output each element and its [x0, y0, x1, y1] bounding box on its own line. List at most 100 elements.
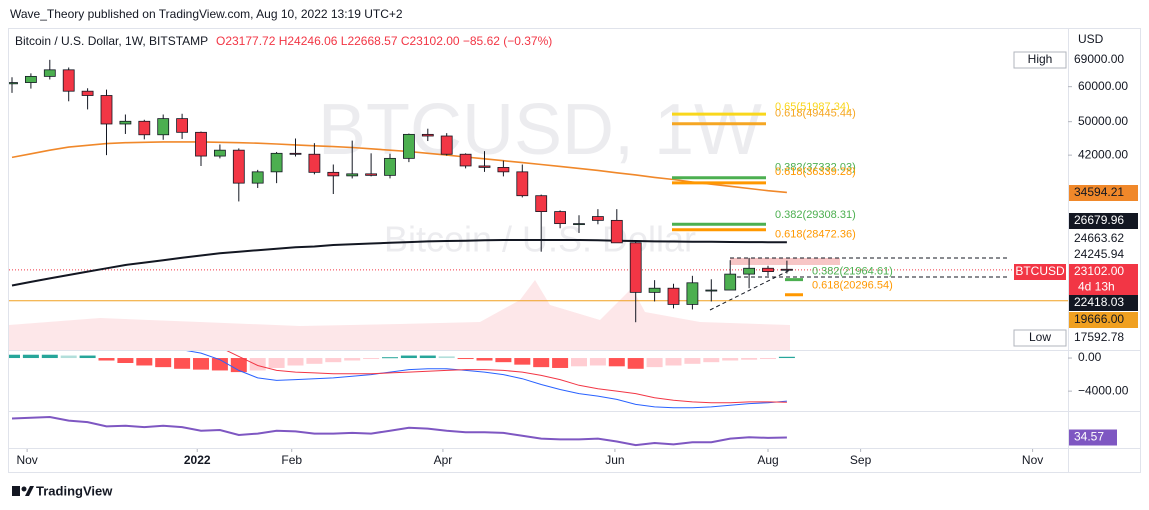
price-tag [1069, 52, 1138, 68]
macd-histogram-bar [193, 358, 209, 370]
pane [9, 351, 795, 409]
candle-body [195, 131, 207, 157]
price-tag-label: 22418.03 [1074, 295, 1124, 309]
price-tag-label: 17592.78 [1074, 330, 1124, 344]
price-tag [1069, 295, 1138, 311]
ma-tag [1069, 185, 1138, 201]
candle-body [384, 157, 396, 176]
rsi-tag-label: 34.57 [1074, 430, 1104, 444]
candle-body [327, 171, 340, 177]
macd-histogram-bar [60, 355, 77, 359]
tag-title: High [1028, 52, 1053, 66]
price-tag-label: 69000.00 [1074, 52, 1124, 66]
macd-histogram-bar [117, 358, 134, 363]
ma-tag-label: 34594.21 [1074, 185, 1124, 199]
tag-title: BTCUSD [1015, 264, 1065, 278]
candle-body [573, 223, 585, 226]
tag-title-box [1014, 264, 1066, 280]
macd-histogram-bar [741, 358, 758, 360]
candle-body [62, 69, 75, 92]
x-tick-label: Jun [605, 453, 624, 467]
candle-body [43, 69, 56, 77]
macd-histogram-bar [325, 358, 342, 363]
macd-histogram-bar [495, 358, 512, 363]
candle-body [497, 167, 510, 173]
macd-histogram-bar [646, 358, 663, 368]
macd-histogram-bar [438, 356, 455, 359]
macd-histogram-bar [344, 358, 361, 361]
volume-shade [9, 280, 790, 350]
price-tag-label: 19666.00 [1074, 312, 1124, 326]
frame [8, 28, 1141, 473]
macd-histogram-bar [400, 355, 417, 359]
ma-tag [1069, 213, 1138, 229]
candle-body [157, 118, 170, 136]
y-tick-label: 42000.00 [1078, 147, 1128, 161]
candle-body [459, 153, 472, 167]
macd-histogram-bar [136, 358, 153, 366]
macd-histogram-bar [571, 358, 587, 367]
candle-body [289, 152, 302, 155]
macd-histogram-bar [608, 358, 625, 367]
rsi-tag [1069, 429, 1117, 446]
rsi-line [11, 415, 787, 447]
moving-average [11, 141, 787, 194]
chart-title: Bitcoin / U.S. Dollar, 1W, BITSTAMP [15, 34, 208, 48]
y-tick-label: 0.00 [1078, 350, 1102, 364]
price-tag [1069, 330, 1138, 346]
macd-histogram-bar [155, 358, 172, 368]
candle-body [270, 152, 283, 173]
candle-body [535, 195, 548, 212]
candle-body [308, 153, 321, 173]
macd-histogram-bar [703, 358, 720, 363]
candle-body [686, 282, 699, 305]
pane [9, 59, 1068, 323]
candle-body [478, 165, 491, 168]
macd-histogram-bar [363, 358, 380, 360]
candle-body [781, 268, 793, 271]
trend-line [709, 269, 791, 311]
candle-body [346, 173, 359, 177]
tag-title: Low [1029, 330, 1051, 344]
x-tick-label: Nov [1022, 453, 1043, 467]
candle-body [629, 242, 642, 293]
tag-sub: 4d 13h [1078, 280, 1115, 294]
macd-histogram-bar [589, 358, 606, 366]
macd-histogram-bar [98, 358, 115, 361]
candle-body [743, 267, 755, 275]
macd-histogram-bar [268, 358, 285, 368]
macd-histogram-bar [41, 354, 58, 359]
x-tick-label: 2022 [184, 453, 211, 467]
tag-sub-box [1069, 280, 1138, 295]
fib-label: 0.618(36339.28) [775, 166, 856, 178]
candle-body [402, 133, 415, 159]
macd-histogram-bar [533, 358, 550, 368]
fib-label: 0.618(20296.54) [812, 280, 893, 292]
candle-body [251, 171, 264, 184]
zone-box [730, 258, 840, 265]
candle-body [516, 171, 529, 197]
candle-body [9, 82, 18, 85]
fib-label: 0.618(49445.44) [775, 108, 856, 120]
macd-histogram-bar [211, 358, 228, 371]
moving-average [11, 239, 787, 287]
macd-histogram-bar [174, 358, 191, 369]
price-tag [1069, 247, 1138, 263]
y-tick-label: 50000.00 [1078, 114, 1128, 128]
macd-histogram-bar [684, 358, 701, 364]
candle-body [762, 267, 774, 272]
macd-histogram-bar [287, 358, 304, 366]
x-tick-label: Aug [757, 453, 778, 467]
macd-histogram-bar [722, 358, 739, 361]
candle-body [554, 211, 566, 225]
macd-histogram-bar [22, 354, 39, 359]
price-tag-label: 23102.00 [1074, 264, 1124, 278]
brand: TradingView [36, 483, 113, 498]
tv-logo [12, 486, 34, 496]
fib-label: 0.382(37332.03) [775, 162, 856, 174]
macd-histogram-bar [9, 354, 20, 359]
price-tag [1069, 312, 1138, 328]
candle-body [24, 75, 37, 83]
candle-body [365, 173, 378, 176]
price-tag [1069, 231, 1138, 247]
